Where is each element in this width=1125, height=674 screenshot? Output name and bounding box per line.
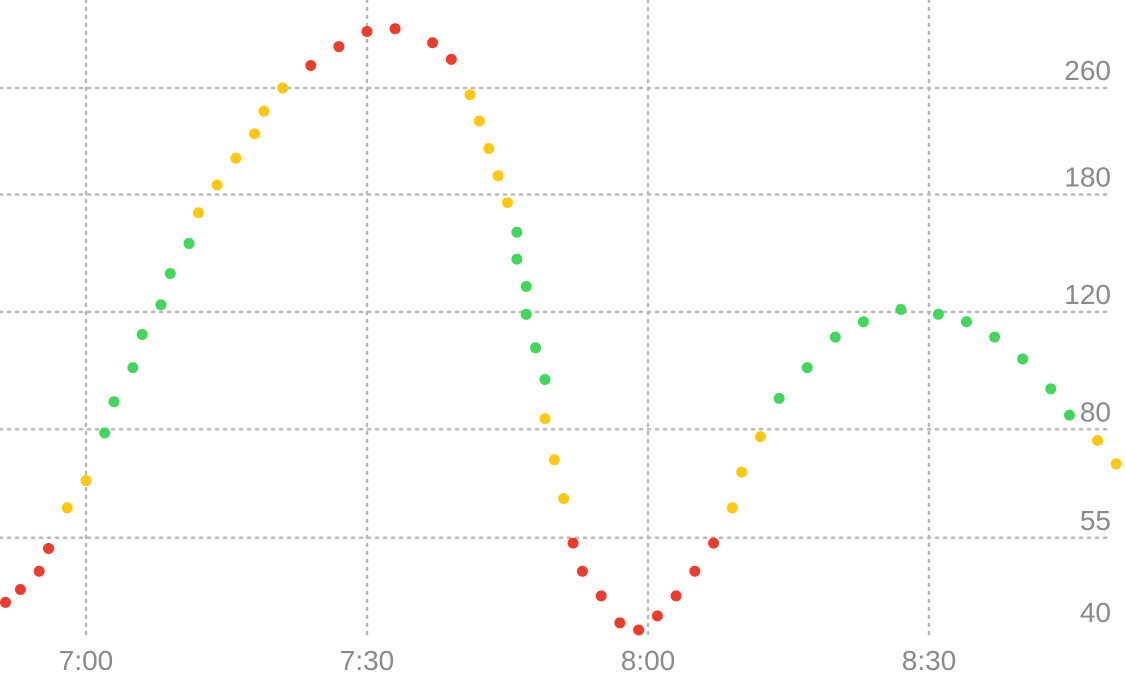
data-point-elevated <box>61 502 73 514</box>
data-point-in-range <box>895 303 907 315</box>
data-point-in-range <box>773 392 785 404</box>
data-point-high <box>0 596 11 608</box>
data-point-high <box>427 37 439 49</box>
data-point-high <box>305 60 317 72</box>
data-point-high <box>633 624 645 636</box>
data-point-elevated <box>492 170 504 182</box>
data-point-high <box>595 590 607 602</box>
data-point-high <box>651 610 663 622</box>
y-tick-label: 120 <box>1064 279 1111 310</box>
data-point-elevated <box>249 128 261 140</box>
y-tick-labels: 40 55 80 120 180 260 <box>1064 55 1111 628</box>
data-point-elevated <box>726 502 738 514</box>
data-point-high <box>567 537 579 549</box>
data-point-in-range <box>1064 409 1075 421</box>
data-point-in-range <box>108 396 120 408</box>
data-point-in-range <box>155 299 167 311</box>
data-point-high <box>614 617 626 629</box>
data-point-high <box>445 53 457 65</box>
data-point-in-range <box>183 237 195 249</box>
y-tick-label: 55 <box>1080 505 1111 536</box>
data-point-in-range <box>520 280 532 292</box>
x-tick-label: 8:00 <box>621 645 676 674</box>
data-point-high <box>708 537 720 549</box>
y-tick-label: 80 <box>1080 396 1111 427</box>
data-point-elevated <box>558 492 570 504</box>
data-point-elevated <box>80 475 92 487</box>
data-points <box>0 23 1122 636</box>
grid-layer <box>0 0 1114 638</box>
data-point-in-range <box>511 253 523 265</box>
data-point-in-range <box>127 362 139 374</box>
data-point-in-range <box>1045 383 1057 395</box>
data-point-high <box>333 41 345 53</box>
data-point-in-range <box>511 226 523 238</box>
data-point-high <box>33 565 45 577</box>
data-point-in-range <box>136 328 148 340</box>
data-point-elevated <box>483 142 495 154</box>
data-point-elevated <box>754 431 766 443</box>
data-point-in-range <box>801 362 813 374</box>
data-point-in-range <box>857 316 869 328</box>
data-point-elevated <box>502 197 513 209</box>
data-point-elevated <box>277 82 289 94</box>
data-point-elevated <box>211 179 223 191</box>
data-point-in-range <box>960 316 972 328</box>
x-tick-label: 7:30 <box>340 645 395 674</box>
data-point-in-range <box>530 342 542 354</box>
data-point-in-range <box>539 374 551 386</box>
data-point-in-range <box>989 331 1001 343</box>
data-point-in-range <box>829 331 841 343</box>
x-tick-label: 8:30 <box>902 645 957 674</box>
data-point-in-range <box>99 427 111 439</box>
data-point-high <box>361 26 373 38</box>
data-point-in-range <box>164 268 176 280</box>
data-point-high <box>43 543 55 555</box>
data-point-high <box>389 23 401 35</box>
data-point-in-range <box>1017 353 1029 365</box>
x-tick-label: 7:00 <box>59 645 114 674</box>
data-point-high <box>689 565 701 577</box>
data-point-high <box>576 565 588 577</box>
data-point-high <box>670 590 682 602</box>
data-point-elevated <box>736 466 748 478</box>
y-tick-label: 40 <box>1080 597 1111 628</box>
data-point-elevated <box>192 207 204 219</box>
data-point-elevated <box>539 413 551 425</box>
x-tick-labels: 7:00 7:30 8:00 8:30 <box>59 645 957 674</box>
y-tick-label: 260 <box>1064 55 1111 86</box>
data-point-elevated <box>230 152 242 164</box>
y-tick-label: 180 <box>1064 161 1111 192</box>
data-point-elevated <box>473 115 485 127</box>
data-point-in-range <box>932 308 944 320</box>
data-point-in-range <box>520 308 532 320</box>
data-point-elevated <box>1092 434 1104 446</box>
data-point-high <box>14 584 26 596</box>
data-point-elevated <box>548 454 560 466</box>
data-point-elevated <box>464 89 476 101</box>
data-point-elevated <box>1110 458 1122 470</box>
data-point-elevated <box>258 105 270 117</box>
